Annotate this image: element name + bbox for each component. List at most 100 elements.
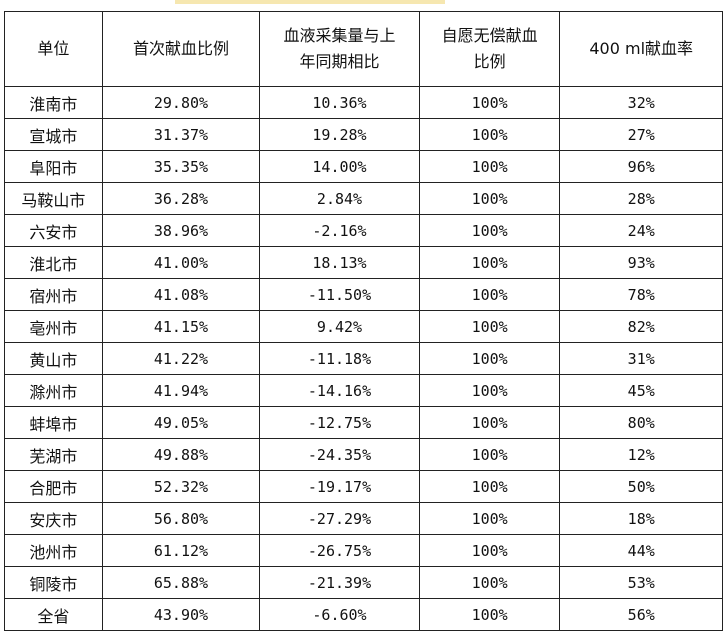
cell-voluntary-ratio: 100% [418,534,561,567]
cell-city: 铜陵市 [4,566,103,599]
cell-first-ratio: 43.90% [101,598,261,631]
table-row: 淮南市 29.80% 10.36% 100% 32% [4,86,723,119]
cell-volume-change: -27.29% [259,502,420,535]
header-volume-change: 血液采集量与上 年同期相比 [259,11,420,87]
table-row: 铜陵市 65.88% -21.39% 100% 53% [4,566,723,599]
table-row: 全省 43.90% -6.60% 100% 56% [4,598,723,631]
cell-city: 亳州市 [4,310,103,343]
table-row: 阜阳市 35.35% 14.00% 100% 96% [4,150,723,183]
cell-volume-change: -21.39% [259,566,420,599]
cell-400ml-rate: 53% [559,566,723,599]
cell-city: 宿州市 [4,278,103,311]
cell-voluntary-ratio: 100% [418,406,561,439]
cell-first-ratio: 35.35% [101,150,261,183]
cell-first-ratio: 38.96% [101,214,261,247]
cell-volume-change: 2.84% [259,182,420,215]
cell-first-ratio: 31.37% [101,118,261,151]
cell-volume-change: -6.60% [259,598,420,631]
cell-volume-change: -14.16% [259,374,420,407]
table-row: 淮北市 41.00% 18.13% 100% 93% [4,246,723,279]
cell-city: 滁州市 [4,374,103,407]
cell-400ml-rate: 78% [559,278,723,311]
cell-city: 安庆市 [4,502,103,535]
cell-voluntary-ratio: 100% [418,118,561,151]
table-row: 安庆市 56.80% -27.29% 100% 18% [4,502,723,535]
table-row: 亳州市 41.15% 9.42% 100% 82% [4,310,723,343]
cell-volume-change: -11.50% [259,278,420,311]
cell-voluntary-ratio: 100% [418,278,561,311]
cell-first-ratio: 41.08% [101,278,261,311]
cell-voluntary-ratio: 100% [418,470,561,503]
cell-city: 马鞍山市 [4,182,103,215]
cell-400ml-rate: 82% [559,310,723,343]
table-body: 淮南市 29.80% 10.36% 100% 32% 宣城市 31.37% 19.28% 100… [4,86,723,631]
cell-first-ratio: 61.12% [101,534,261,567]
cell-volume-change: -11.18% [259,342,420,375]
cell-first-ratio: 41.94% [101,374,261,407]
cell-voluntary-ratio: 100% [418,310,561,343]
cell-voluntary-ratio: 100% [418,246,561,279]
table-row: 滁州市 41.94% -14.16% 100% 45% [4,374,723,407]
cell-voluntary-ratio: 100% [418,502,561,535]
header-city: 单位 [4,11,103,87]
cell-voluntary-ratio: 100% [418,86,561,119]
header-voluntary-line1: 自愿无偿献血 [441,26,538,45]
header-400ml-rate: 400 ml献血率 [559,11,723,87]
cell-400ml-rate: 24% [559,214,723,247]
cell-volume-change: -12.75% [259,406,420,439]
cell-first-ratio: 56.80% [101,502,261,535]
header-voluntary-ratio: 自愿无偿献血 比例 [418,11,561,87]
cell-city: 宣城市 [4,118,103,151]
cell-volume-change: -19.17% [259,470,420,503]
cell-voluntary-ratio: 100% [418,214,561,247]
table-row: 宿州市 41.08% -11.50% 100% 78% [4,278,723,311]
cell-400ml-rate: 32% [559,86,723,119]
cell-voluntary-ratio: 100% [418,598,561,631]
cell-voluntary-ratio: 100% [418,150,561,183]
cell-city: 淮北市 [4,246,103,279]
cell-first-ratio: 29.80% [101,86,261,119]
cell-400ml-rate: 31% [559,342,723,375]
cell-city: 六安市 [4,214,103,247]
cell-city: 芜湖市 [4,438,103,471]
cell-city: 阜阳市 [4,150,103,183]
cell-city: 全省 [4,598,103,631]
cell-volume-change: -2.16% [259,214,420,247]
table-row: 池州市 61.12% -26.75% 100% 44% [4,534,723,567]
cell-400ml-rate: 80% [559,406,723,439]
cell-volume-change: 19.28% [259,118,420,151]
header-voluntary-line2: 比例 [473,52,506,71]
header-first-donation-ratio: 首次献血比例 [101,11,261,87]
cell-volume-change: 14.00% [259,150,420,183]
cell-400ml-rate: 93% [559,246,723,279]
cell-first-ratio: 41.22% [101,342,261,375]
cell-first-ratio: 49.88% [101,438,261,471]
cell-voluntary-ratio: 100% [418,438,561,471]
table-row: 蚌埠市 49.05% -12.75% 100% 80% [4,406,723,439]
cell-city: 池州市 [4,534,103,567]
cell-voluntary-ratio: 100% [418,342,561,375]
table-header-row: 单位 首次献血比例 血液采集量与上 年同期相比 自愿无偿献血 比例 400 ml… [4,11,723,87]
cell-first-ratio: 49.05% [101,406,261,439]
cell-first-ratio: 52.32% [101,470,261,503]
cell-city: 合肥市 [4,470,103,503]
cell-400ml-rate: 18% [559,502,723,535]
cell-voluntary-ratio: 100% [418,566,561,599]
cell-400ml-rate: 27% [559,118,723,151]
cell-400ml-rate: 44% [559,534,723,567]
header-volume-change-line1: 血液采集量与上 [283,26,396,45]
cell-400ml-rate: 28% [559,182,723,215]
cell-400ml-rate: 50% [559,470,723,503]
top-highlight-strip [175,0,445,4]
cell-400ml-rate: 12% [559,438,723,471]
header-volume-change-line2: 年同期相比 [299,52,380,71]
table-row: 芜湖市 49.88% -24.35% 100% 12% [4,438,723,471]
cell-city: 淮南市 [4,86,103,119]
cell-volume-change: -24.35% [259,438,420,471]
table-row: 宣城市 31.37% 19.28% 100% 27% [4,118,723,151]
cell-first-ratio: 36.28% [101,182,261,215]
cell-city: 蚌埠市 [4,406,103,439]
blood-donation-table: 单位 首次献血比例 血液采集量与上 年同期相比 自愿无偿献血 比例 400 ml… [4,11,723,631]
cell-first-ratio: 41.15% [101,310,261,343]
table-row: 合肥市 52.32% -19.17% 100% 50% [4,470,723,503]
